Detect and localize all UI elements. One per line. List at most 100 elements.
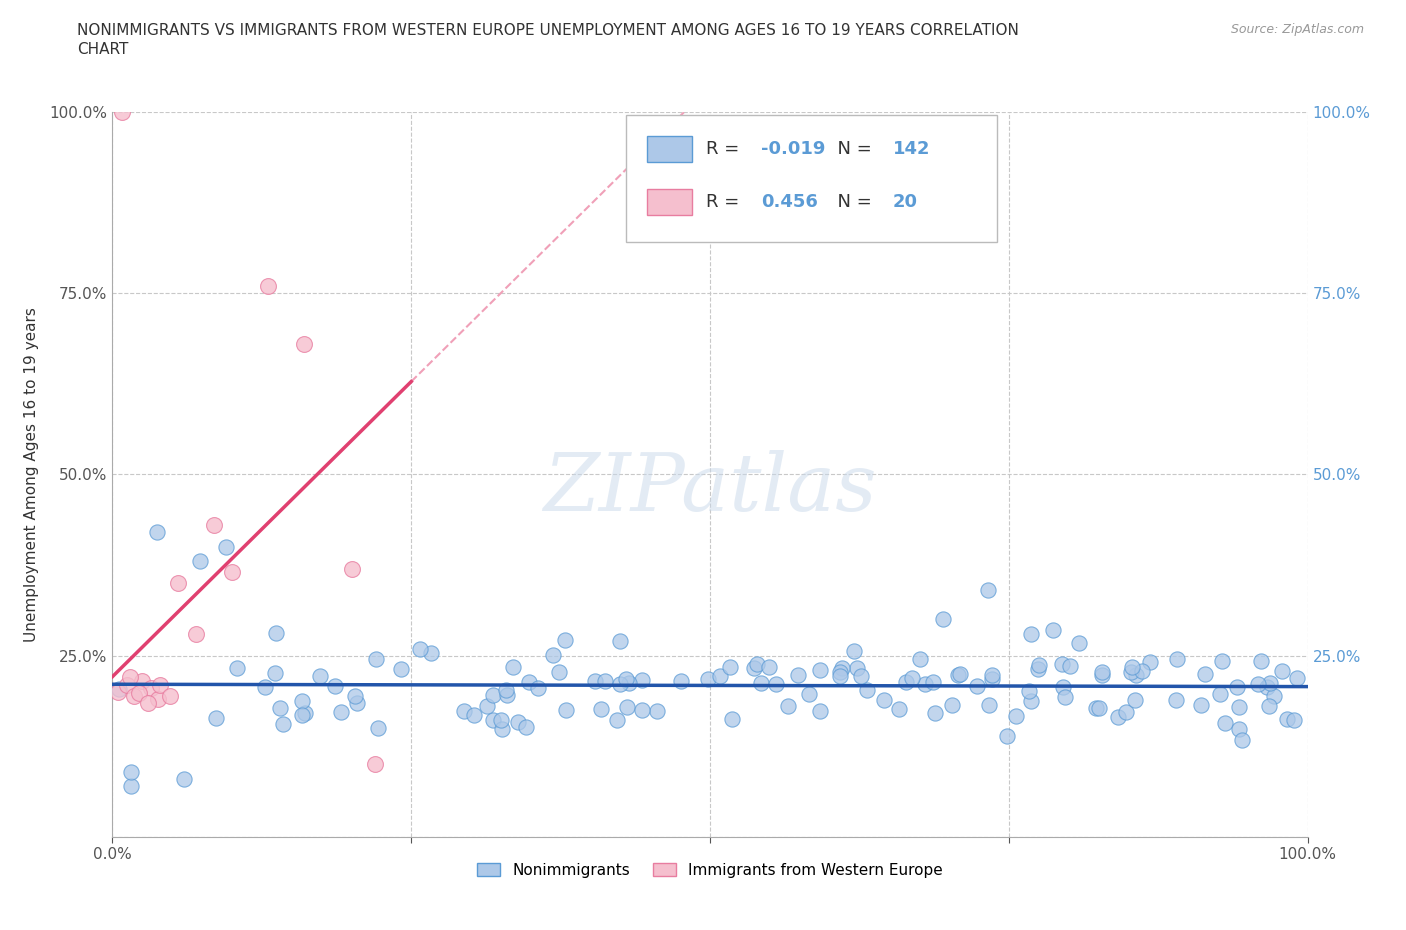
- Point: [709, 669, 731, 684]
- Point: [887, 702, 910, 717]
- Point: [1053, 689, 1076, 704]
- Point: [946, 668, 969, 683]
- Point: [1286, 671, 1309, 685]
- Point: [111, 104, 134, 119]
- Point: [221, 565, 243, 579]
- Point: [1028, 658, 1050, 672]
- Point: [616, 700, 638, 715]
- Point: [1166, 652, 1188, 667]
- Point: [1115, 705, 1137, 720]
- Point: [787, 668, 810, 683]
- Point: [583, 673, 606, 688]
- Point: [1059, 658, 1081, 673]
- Point: [1132, 664, 1154, 679]
- Point: [609, 633, 631, 648]
- Point: [765, 677, 787, 692]
- Point: [1250, 653, 1272, 668]
- Point: [995, 728, 1018, 743]
- Point: [1166, 693, 1188, 708]
- Point: [291, 694, 314, 709]
- Point: [146, 692, 169, 707]
- Point: [495, 687, 517, 702]
- Point: [408, 642, 430, 657]
- Legend: Nonimmigrants, Immigrants from Western Europe: Nonimmigrants, Immigrants from Western E…: [471, 857, 949, 884]
- Point: [609, 676, 631, 691]
- Point: [122, 688, 145, 703]
- Text: 142: 142: [893, 140, 931, 158]
- Point: [1018, 684, 1040, 698]
- Point: [742, 660, 765, 675]
- Point: [167, 576, 190, 591]
- Point: [292, 337, 315, 352]
- Point: [797, 686, 820, 701]
- Text: 20: 20: [893, 193, 918, 211]
- Point: [1256, 680, 1278, 695]
- Point: [555, 703, 578, 718]
- Point: [291, 708, 314, 723]
- Point: [146, 525, 169, 539]
- Point: [589, 701, 612, 716]
- Point: [844, 644, 866, 658]
- Point: [138, 696, 160, 711]
- Point: [1226, 679, 1249, 694]
- Point: [343, 689, 366, 704]
- Point: [271, 716, 294, 731]
- Point: [808, 703, 831, 718]
- Point: [364, 652, 387, 667]
- Point: [308, 669, 330, 684]
- Point: [1042, 622, 1064, 637]
- Point: [420, 645, 443, 660]
- Point: [131, 673, 153, 688]
- Point: [515, 719, 537, 734]
- Point: [1215, 716, 1237, 731]
- Point: [1091, 665, 1114, 680]
- Point: [1275, 711, 1298, 726]
- Point: [1209, 687, 1232, 702]
- Point: [205, 711, 228, 725]
- Point: [120, 670, 142, 684]
- Y-axis label: Unemployment Among Ages 16 to 19 years: Unemployment Among Ages 16 to 19 years: [24, 307, 38, 642]
- Point: [932, 612, 955, 627]
- Point: [1211, 654, 1233, 669]
- Point: [1189, 698, 1212, 712]
- Point: [1258, 699, 1281, 714]
- Text: CHART: CHART: [77, 42, 129, 57]
- Point: [758, 659, 780, 674]
- Point: [115, 677, 138, 692]
- Point: [720, 660, 742, 675]
- Point: [506, 714, 529, 729]
- Text: N =: N =: [825, 140, 877, 158]
- Point: [364, 757, 387, 772]
- Text: -0.019: -0.019: [762, 140, 825, 158]
- Text: Source: ZipAtlas.com: Source: ZipAtlas.com: [1230, 23, 1364, 36]
- Point: [264, 625, 287, 640]
- Text: NONIMMIGRANTS VS IMMIGRANTS FROM WESTERN EUROPE UNEMPLOYMENT AMONG AGES 16 TO 19: NONIMMIGRANTS VS IMMIGRANTS FROM WESTERN…: [77, 23, 1019, 38]
- Point: [1085, 700, 1108, 715]
- Point: [631, 702, 654, 717]
- Point: [949, 667, 972, 682]
- Point: [149, 677, 172, 692]
- Text: R =: R =: [706, 193, 745, 211]
- Point: [495, 683, 517, 698]
- Point: [517, 674, 540, 689]
- Point: [830, 665, 852, 680]
- Point: [527, 681, 550, 696]
- Point: [453, 704, 475, 719]
- Point: [463, 708, 485, 723]
- Point: [481, 687, 503, 702]
- Point: [606, 712, 628, 727]
- Point: [808, 663, 831, 678]
- Point: [1019, 693, 1042, 708]
- Point: [1019, 627, 1042, 642]
- Bar: [647, 137, 692, 163]
- Point: [340, 561, 363, 576]
- Point: [186, 627, 208, 642]
- Point: [120, 764, 142, 779]
- Point: [921, 674, 943, 689]
- Point: [908, 651, 931, 666]
- Point: [776, 699, 799, 714]
- Point: [188, 554, 211, 569]
- Point: [1227, 699, 1250, 714]
- Point: [831, 661, 853, 676]
- Point: [849, 669, 872, 684]
